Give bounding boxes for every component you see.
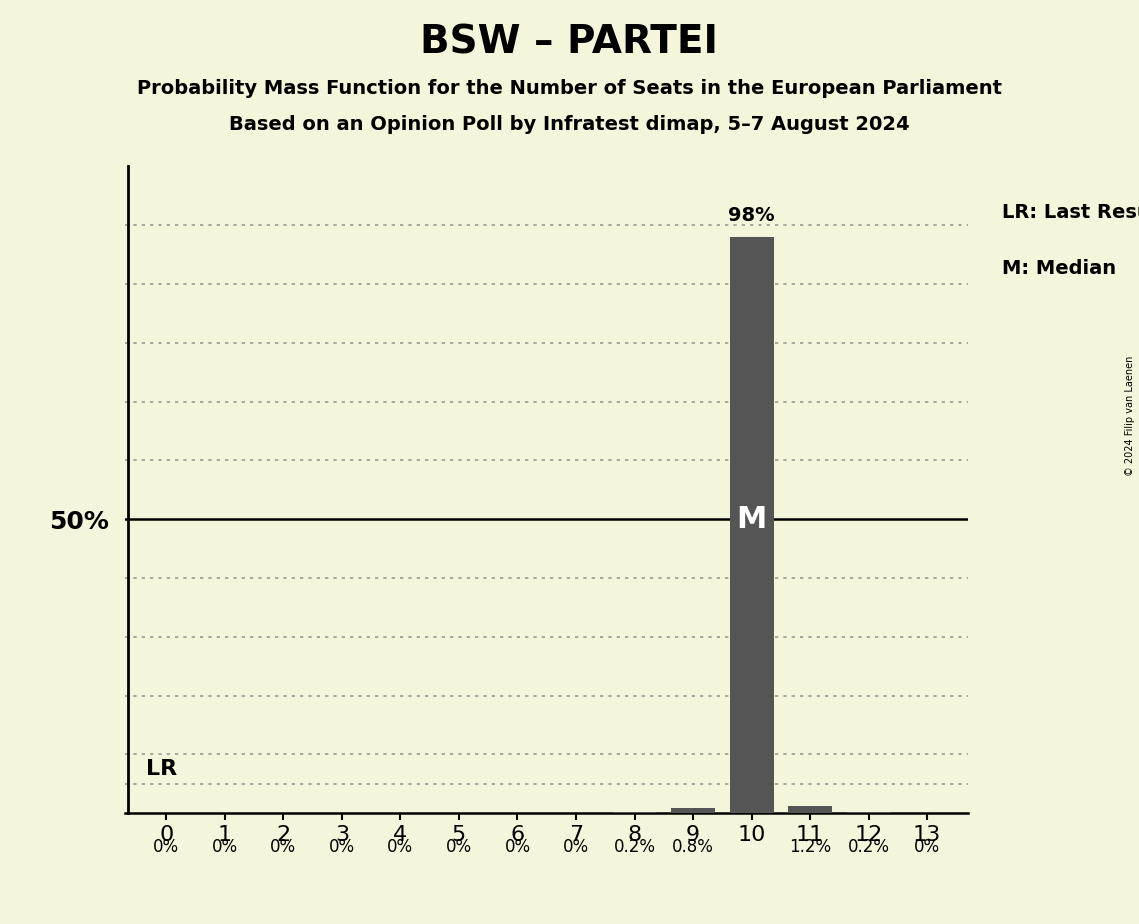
Text: 0%: 0% — [915, 838, 940, 857]
Text: 98%: 98% — [728, 206, 775, 225]
Text: M: Median: M: Median — [1002, 259, 1116, 278]
Text: LR: Last Result: LR: Last Result — [1002, 203, 1139, 223]
Text: 0%: 0% — [387, 838, 413, 857]
Text: M: M — [737, 505, 767, 534]
Bar — [671, 808, 715, 813]
Text: BSW – PARTEI: BSW – PARTEI — [420, 23, 719, 61]
Bar — [613, 812, 656, 813]
Text: 1.2%: 1.2% — [789, 838, 831, 857]
Text: LR: LR — [146, 759, 177, 779]
Text: 0%: 0% — [270, 838, 296, 857]
Bar — [788, 806, 833, 813]
Text: 0.2%: 0.2% — [614, 838, 656, 857]
Text: 0%: 0% — [563, 838, 589, 857]
Text: 0.2%: 0.2% — [847, 838, 890, 857]
Bar — [730, 237, 773, 813]
Text: Probability Mass Function for the Number of Seats in the European Parliament: Probability Mass Function for the Number… — [137, 79, 1002, 98]
Bar — [846, 812, 891, 813]
Text: 0.8%: 0.8% — [672, 838, 714, 857]
Text: 0%: 0% — [505, 838, 531, 857]
Text: 0%: 0% — [212, 838, 238, 857]
Text: © 2024 Filip van Laenen: © 2024 Filip van Laenen — [1125, 356, 1134, 476]
Text: Based on an Opinion Poll by Infratest dimap, 5–7 August 2024: Based on an Opinion Poll by Infratest di… — [229, 116, 910, 135]
Text: 0%: 0% — [154, 838, 179, 857]
Text: 0%: 0% — [445, 838, 472, 857]
Text: 0%: 0% — [329, 838, 355, 857]
